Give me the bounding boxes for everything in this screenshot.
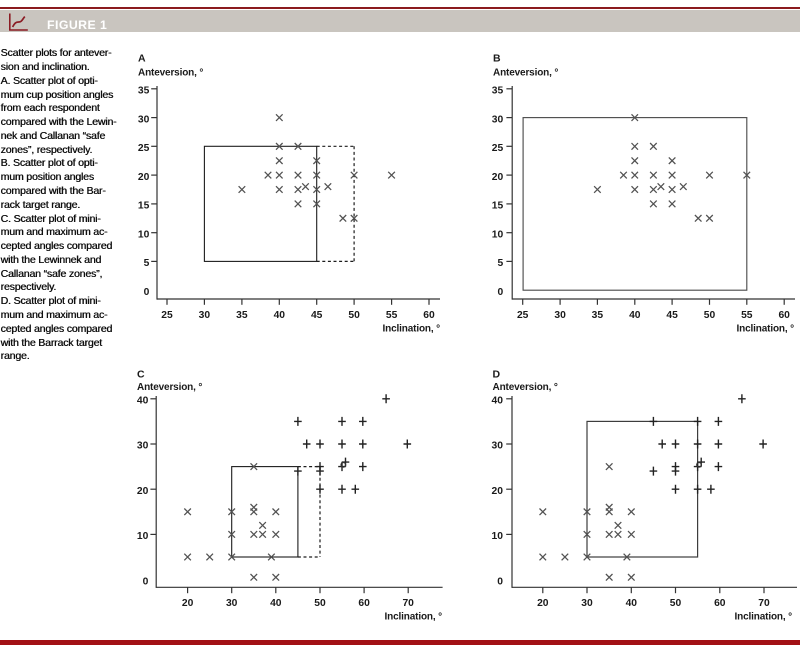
svg-text:70: 70 [758,598,770,609]
svg-text:B: B [493,53,501,65]
svg-text:50: 50 [670,598,682,609]
svg-text:30: 30 [199,310,211,321]
svg-text:20: 20 [138,172,150,183]
svg-text:60: 60 [358,598,370,609]
svg-text:30: 30 [581,598,593,609]
svg-text:50: 50 [704,310,716,321]
svg-text:30: 30 [226,598,238,609]
svg-text:10: 10 [492,531,504,542]
svg-text:60: 60 [423,310,435,321]
svg-text:30: 30 [138,114,150,125]
svg-text:0: 0 [497,287,503,298]
svg-text:A: A [138,53,146,65]
svg-text:70: 70 [402,598,414,609]
svg-text:25: 25 [492,143,504,154]
svg-text:45: 45 [666,310,678,321]
svg-text:Inclination, °: Inclination, ° [385,611,443,622]
svg-text:40: 40 [626,598,638,609]
svg-text:20: 20 [492,486,504,497]
svg-text:0: 0 [143,576,149,587]
svg-text:10: 10 [492,229,504,240]
svg-text:40: 40 [270,598,282,609]
svg-text:0: 0 [497,576,503,587]
svg-text:35: 35 [138,86,150,97]
svg-text:30: 30 [492,441,504,452]
svg-text:25: 25 [138,143,150,154]
svg-text:25: 25 [517,310,529,321]
svg-text:Inclination, °: Inclination, ° [383,323,441,334]
svg-text:50: 50 [348,310,360,321]
svg-text:55: 55 [741,310,753,321]
svg-text:20: 20 [492,172,504,183]
svg-text:40: 40 [492,396,504,407]
svg-text:10: 10 [137,531,149,542]
svg-text:Anteversion, °: Anteversion, ° [138,68,203,79]
svg-text:20: 20 [537,598,549,609]
svg-text:25: 25 [161,310,173,321]
svg-text:60: 60 [714,598,726,609]
svg-text:Anteversion, °: Anteversion, ° [493,68,558,79]
svg-text:5: 5 [144,258,150,269]
svg-text:20: 20 [137,486,149,497]
svg-text:40: 40 [629,310,641,321]
svg-text:0: 0 [144,287,150,298]
svg-text:60: 60 [778,310,790,321]
svg-text:35: 35 [492,86,504,97]
svg-text:35: 35 [592,310,604,321]
svg-text:55: 55 [386,310,398,321]
svg-text:D: D [493,369,501,381]
svg-text:45: 45 [311,310,323,321]
svg-text:Anteversion, °: Anteversion, ° [493,382,558,393]
svg-text:15: 15 [492,201,504,212]
svg-text:35: 35 [236,310,248,321]
svg-text:Anteversion, °: Anteversion, ° [137,382,202,393]
svg-text:30: 30 [137,441,149,452]
svg-text:Inclination, °: Inclination, ° [735,611,793,622]
svg-text:40: 40 [137,396,149,407]
svg-text:5: 5 [497,258,503,269]
svg-text:50: 50 [314,598,326,609]
svg-text:40: 40 [274,310,286,321]
svg-text:20: 20 [182,598,194,609]
svg-text:30: 30 [554,310,566,321]
svg-text:C: C [137,369,145,381]
svg-text:Inclination, °: Inclination, ° [737,323,795,334]
svg-text:30: 30 [492,114,504,125]
svg-text:10: 10 [138,229,150,240]
svg-text:15: 15 [138,201,150,212]
